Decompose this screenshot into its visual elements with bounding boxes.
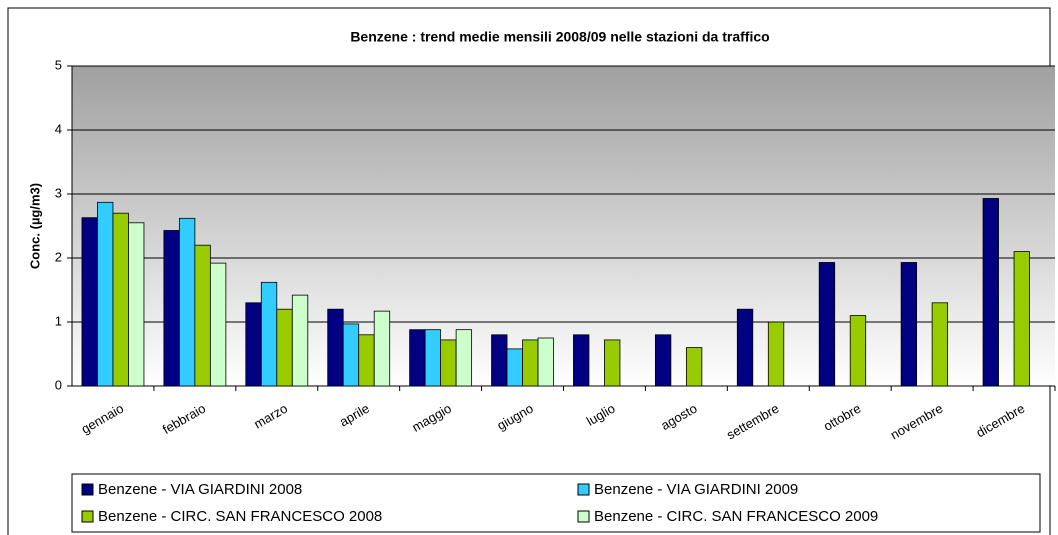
legend-label: Benzene - VIA GIARDINI 2009	[594, 481, 798, 498]
bar	[440, 339, 457, 387]
bar	[506, 348, 523, 387]
bar	[409, 329, 426, 387]
bar	[455, 329, 473, 387]
bar	[209, 262, 227, 387]
bar	[112, 212, 129, 387]
bar	[178, 217, 196, 387]
legend-swatch	[81, 510, 94, 523]
bar	[342, 323, 360, 387]
bar	[736, 308, 754, 387]
bar	[982, 198, 999, 387]
bar	[931, 302, 949, 387]
y-tick-label: 2	[55, 249, 62, 264]
legend-label: Benzene - CIRC. SAN FRANCESCO 2009	[594, 508, 878, 525]
bar	[818, 262, 836, 387]
legend-label: Benzene - CIRC. SAN FRANCESCO 2008	[98, 508, 382, 525]
bar	[358, 334, 375, 387]
bar	[767, 321, 785, 387]
bar	[245, 302, 262, 387]
bar	[128, 222, 145, 387]
bar	[424, 329, 442, 387]
bar	[260, 281, 278, 387]
legend-box	[71, 473, 1041, 533]
legend-label: Benzene - VIA GIARDINI 2008	[98, 481, 302, 498]
chart-title: Benzene : trend medie mensili 2008/09 ne…	[350, 29, 769, 45]
y-tick-label: 5	[55, 57, 62, 72]
bar	[163, 230, 180, 387]
y-tick-label: 3	[55, 185, 62, 200]
y-tick-label: 1	[55, 313, 62, 328]
y-tick-label: 4	[55, 121, 62, 136]
y-tick-label: 0	[55, 377, 62, 392]
legend-swatch	[81, 483, 94, 496]
legend-swatch	[577, 510, 590, 523]
bar	[81, 217, 98, 387]
bar	[97, 201, 114, 387]
bar	[685, 347, 703, 387]
bar	[900, 262, 918, 387]
bar	[491, 334, 508, 387]
bar	[373, 310, 391, 387]
bar	[194, 244, 211, 387]
bar	[573, 334, 590, 387]
bar	[327, 308, 344, 387]
bar	[1013, 251, 1030, 387]
bar	[522, 339, 539, 387]
bar	[654, 334, 672, 387]
plot-area	[72, 66, 1055, 386]
bar	[537, 337, 554, 387]
bar	[276, 308, 293, 387]
bar	[291, 294, 309, 387]
legend-swatch	[577, 483, 590, 496]
y-axis-label: Conc. (µg/m3)	[27, 183, 42, 269]
bar	[604, 339, 621, 387]
bar	[849, 315, 867, 387]
